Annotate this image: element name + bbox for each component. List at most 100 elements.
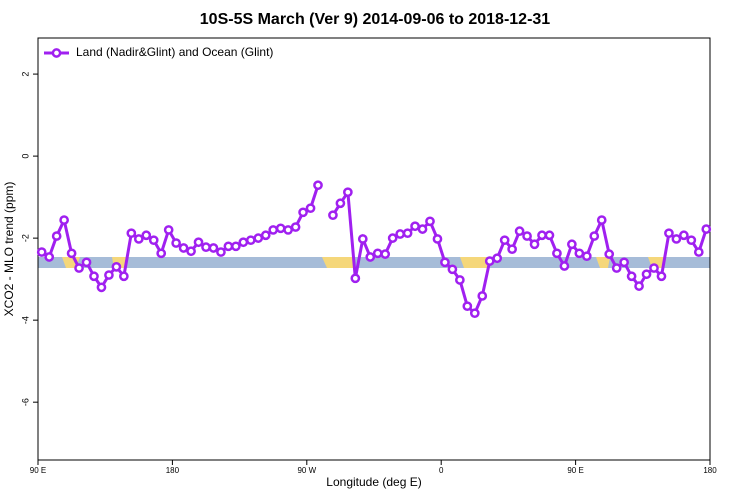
- data-point: [208, 243, 219, 253]
- x-axis-label: Longitude (deg E): [326, 475, 421, 489]
- data-point: [455, 275, 465, 285]
- data-point: [447, 264, 458, 275]
- data-point: [119, 271, 129, 282]
- data-point: [693, 247, 704, 257]
- data-point: [514, 226, 525, 237]
- data-point: [328, 210, 338, 221]
- data-point: [283, 225, 293, 235]
- data-point: [298, 207, 308, 218]
- land-patch: [460, 257, 492, 268]
- data-point: [133, 234, 144, 244]
- y-tick-label: -6: [20, 398, 30, 406]
- data-point: [216, 247, 226, 257]
- x-tick-label: 90 W: [297, 466, 316, 475]
- data-point: [66, 248, 77, 259]
- data-point: [268, 225, 279, 235]
- data-point: [238, 237, 249, 248]
- data-point: [499, 235, 510, 246]
- data-point: [148, 235, 159, 246]
- data-point: [51, 231, 62, 241]
- data-point: [201, 242, 211, 253]
- data-point: [507, 244, 517, 255]
- data-point: [275, 223, 286, 234]
- data-point: [589, 231, 600, 241]
- data-point: [335, 198, 346, 209]
- data-point: [357, 234, 368, 244]
- data-point: [193, 237, 204, 248]
- data-point: [126, 228, 137, 239]
- y-tick-label: -2: [20, 234, 30, 242]
- data-point: [664, 228, 674, 239]
- land-patch: [322, 257, 355, 268]
- data-point: [641, 269, 652, 280]
- data-point: [484, 256, 495, 266]
- data-point: [417, 224, 428, 234]
- data-point: [387, 233, 398, 243]
- data-point: [81, 257, 92, 268]
- data-point: [581, 251, 592, 262]
- data-point: [567, 239, 577, 250]
- data-point: [163, 225, 174, 235]
- data-point: [96, 282, 107, 293]
- ocean-band: [38, 257, 710, 268]
- data-point: [634, 281, 644, 291]
- data-point: [544, 230, 555, 241]
- data-point: [679, 230, 689, 241]
- data-point: [141, 230, 152, 241]
- y-tick-label: -4: [20, 316, 30, 324]
- data-point: [395, 229, 405, 239]
- data-point: [350, 273, 361, 284]
- data-point: [649, 263, 659, 273]
- data-point: [186, 246, 196, 257]
- data-point: [604, 249, 615, 259]
- data-point: [619, 257, 629, 268]
- data-point: [701, 224, 712, 234]
- data-point: [402, 228, 413, 239]
- data-point: [492, 253, 503, 264]
- data-point: [290, 222, 301, 232]
- x-tick-label: 90 E: [567, 466, 583, 475]
- data-point: [559, 261, 570, 271]
- data-point: [477, 291, 488, 301]
- data-point: [223, 241, 234, 252]
- y-axis-label: XCO2 - MLO trend (ppm): [2, 182, 16, 317]
- land-patch: [596, 257, 610, 268]
- y-tick-label: 2: [20, 72, 30, 77]
- data-point: [656, 271, 667, 282]
- data-point: [574, 248, 585, 259]
- data-point: [343, 187, 353, 198]
- data-point: [522, 231, 532, 241]
- data-point: [74, 263, 84, 273]
- data-point: [36, 247, 47, 257]
- chart-title: 10S-5S March (Ver 9) 2014-09-06 to 2018-…: [200, 11, 551, 28]
- data-point: [156, 248, 167, 259]
- data-point: [245, 235, 256, 246]
- data-point: [260, 230, 271, 241]
- data-point: [611, 263, 622, 273]
- data-point: [365, 252, 376, 262]
- data-point: [596, 215, 607, 225]
- data-point: [537, 230, 547, 241]
- data-point: [425, 216, 435, 227]
- data-point: [231, 241, 241, 252]
- data-point: [178, 243, 189, 253]
- data-line: [40, 184, 708, 316]
- data-point: [462, 301, 473, 312]
- legend-label: Land (Nadir&Glint) and Ocean (Glint): [76, 45, 273, 59]
- data-point: [59, 215, 69, 225]
- data-point: [469, 308, 480, 319]
- data-point: [313, 180, 323, 191]
- data-point: [432, 234, 443, 244]
- data-point: [626, 271, 637, 282]
- data-point: [380, 249, 391, 259]
- data-point: [44, 252, 55, 262]
- data-point: [372, 248, 383, 259]
- data-point: [104, 270, 114, 280]
- data-point: [89, 271, 99, 282]
- y-tick-label: 0: [20, 154, 30, 159]
- data-point: [410, 221, 420, 232]
- x-tick-label: 180: [703, 466, 717, 475]
- data-point: [671, 234, 682, 244]
